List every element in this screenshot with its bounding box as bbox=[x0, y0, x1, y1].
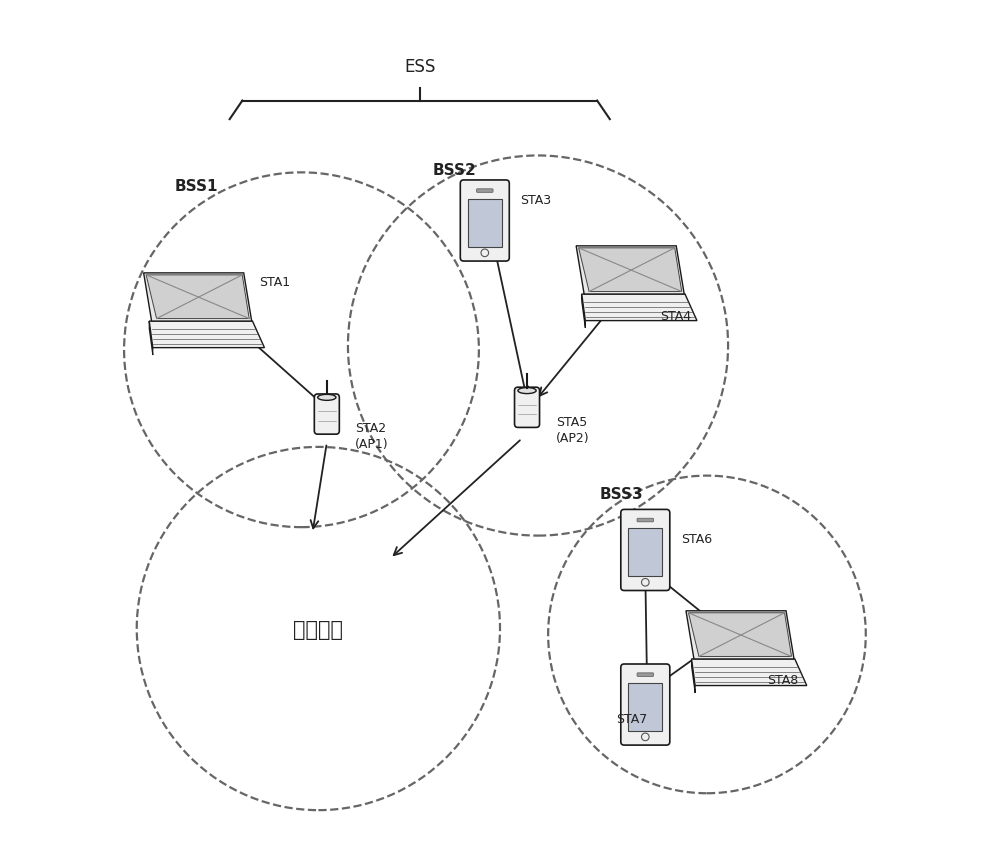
FancyBboxPatch shape bbox=[515, 387, 540, 428]
Text: STA2
(AP1): STA2 (AP1) bbox=[355, 422, 388, 451]
Polygon shape bbox=[149, 322, 153, 356]
Polygon shape bbox=[582, 294, 697, 321]
Text: STA3: STA3 bbox=[520, 194, 551, 207]
FancyBboxPatch shape bbox=[621, 664, 670, 746]
Polygon shape bbox=[582, 294, 585, 329]
Text: STA6: STA6 bbox=[681, 532, 712, 545]
Polygon shape bbox=[146, 276, 249, 319]
Polygon shape bbox=[579, 249, 682, 292]
FancyBboxPatch shape bbox=[628, 683, 662, 731]
Text: 分布系统: 分布系统 bbox=[293, 619, 343, 639]
Text: STA1: STA1 bbox=[259, 276, 290, 288]
FancyBboxPatch shape bbox=[628, 529, 662, 577]
Polygon shape bbox=[692, 660, 695, 693]
Polygon shape bbox=[576, 246, 684, 294]
Text: STA5
(AP2): STA5 (AP2) bbox=[556, 416, 589, 445]
FancyBboxPatch shape bbox=[460, 181, 509, 262]
FancyBboxPatch shape bbox=[468, 200, 502, 248]
FancyBboxPatch shape bbox=[314, 394, 339, 435]
Ellipse shape bbox=[318, 395, 336, 401]
Text: BSS2: BSS2 bbox=[432, 163, 476, 178]
Text: BSS3: BSS3 bbox=[600, 486, 643, 501]
Text: STA8: STA8 bbox=[767, 673, 798, 686]
FancyBboxPatch shape bbox=[637, 673, 654, 677]
Polygon shape bbox=[692, 660, 807, 685]
FancyBboxPatch shape bbox=[621, 510, 670, 591]
Ellipse shape bbox=[518, 388, 536, 394]
Text: ESS: ESS bbox=[404, 58, 435, 76]
Text: BSS1: BSS1 bbox=[175, 178, 218, 194]
Text: STA7: STA7 bbox=[617, 713, 648, 726]
Polygon shape bbox=[688, 613, 792, 657]
Polygon shape bbox=[149, 322, 264, 348]
Text: STA4: STA4 bbox=[661, 309, 692, 322]
FancyBboxPatch shape bbox=[477, 189, 493, 193]
Polygon shape bbox=[686, 611, 794, 660]
Polygon shape bbox=[144, 274, 252, 322]
FancyBboxPatch shape bbox=[637, 518, 654, 523]
